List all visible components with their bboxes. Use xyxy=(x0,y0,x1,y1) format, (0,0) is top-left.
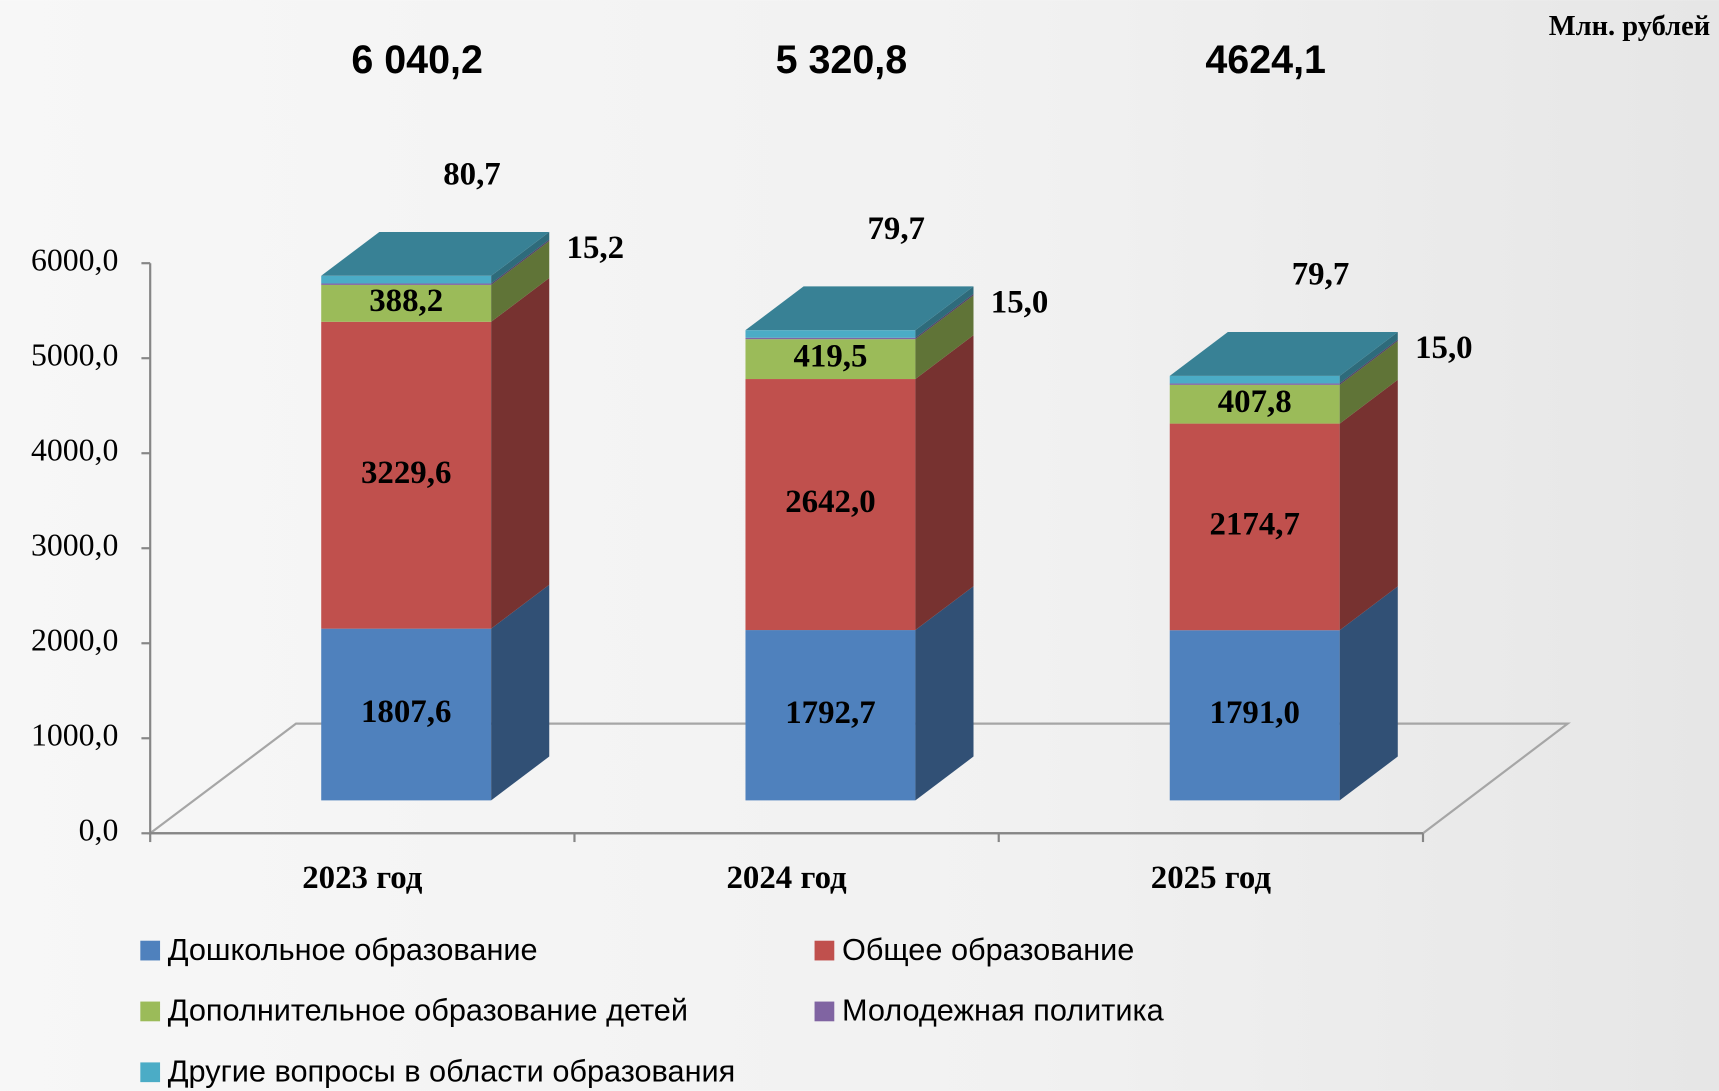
y-tick-label: 6000,0 xyxy=(31,242,118,277)
y-tick-label: 5000,0 xyxy=(31,338,118,373)
bar-segment xyxy=(745,330,915,338)
legend-label: Другие вопросы в области образования xyxy=(168,1053,736,1088)
y-tick-label: 0,0 xyxy=(79,813,119,848)
y-tick-label: 3000,0 xyxy=(31,528,118,563)
value-label: 79,7 xyxy=(867,211,925,247)
page: {"chart_data": { "type": "bar3d_stacked"… xyxy=(0,0,1719,1091)
bar-segment xyxy=(1170,376,1340,384)
chart: Млн. рублей 0,0 1000,0 2000,0 3000,0 4000,0 5… xyxy=(0,0,1719,1091)
y-tick-label: 2000,0 xyxy=(31,623,118,658)
value-label: 15,2 xyxy=(567,230,625,266)
value-label: 79,7 xyxy=(1292,257,1350,293)
legend-swatch xyxy=(140,941,160,961)
x-tick-label: 2023 год xyxy=(302,860,423,896)
legend-label: Общее образование xyxy=(842,932,1134,967)
bar-segment-side xyxy=(915,335,973,630)
total-label: 6 040,2 xyxy=(351,38,483,82)
legend-swatch xyxy=(140,1002,160,1022)
value-label: 2174,7 xyxy=(1210,506,1300,542)
legend-label: Дополнительное образование детей xyxy=(168,993,688,1028)
bar-segment-side xyxy=(491,278,549,629)
value-label: 2642,0 xyxy=(785,484,875,520)
total-label: 4624,1 xyxy=(1205,38,1326,82)
legend-label: Дошкольное образование xyxy=(168,932,538,967)
value-label: 80,7 xyxy=(443,157,501,193)
total-label: 5 320,8 xyxy=(776,38,908,82)
x-tick-label: 2025 год xyxy=(1151,860,1272,896)
value-label: 15,0 xyxy=(991,284,1049,320)
value-label: 3229,6 xyxy=(361,455,451,491)
value-label: 1792,7 xyxy=(785,695,875,731)
y-tick-label: 1000,0 xyxy=(31,718,118,753)
bar-segment-side xyxy=(1340,380,1398,630)
value-label: 1807,6 xyxy=(361,694,451,730)
value-label: 407,8 xyxy=(1218,384,1292,420)
value-label: 388,2 xyxy=(369,283,443,319)
value-label: 15,0 xyxy=(1415,330,1473,366)
x-tick-label: 2024 год xyxy=(726,860,847,896)
bar-segment xyxy=(1170,383,1340,384)
value-label: 1791,0 xyxy=(1210,695,1300,731)
bar-segment xyxy=(321,276,491,284)
legend-label: Молодежная политика xyxy=(842,993,1165,1028)
unit-label: Млн. рублей xyxy=(1549,11,1711,42)
bar-segment xyxy=(321,283,491,284)
bar-segment xyxy=(745,338,915,339)
legend-swatch xyxy=(815,1002,835,1022)
legend-swatch xyxy=(815,941,835,961)
y-tick-label: 4000,0 xyxy=(31,433,118,468)
legend-swatch xyxy=(140,1062,160,1082)
value-label: 419,5 xyxy=(793,339,867,375)
